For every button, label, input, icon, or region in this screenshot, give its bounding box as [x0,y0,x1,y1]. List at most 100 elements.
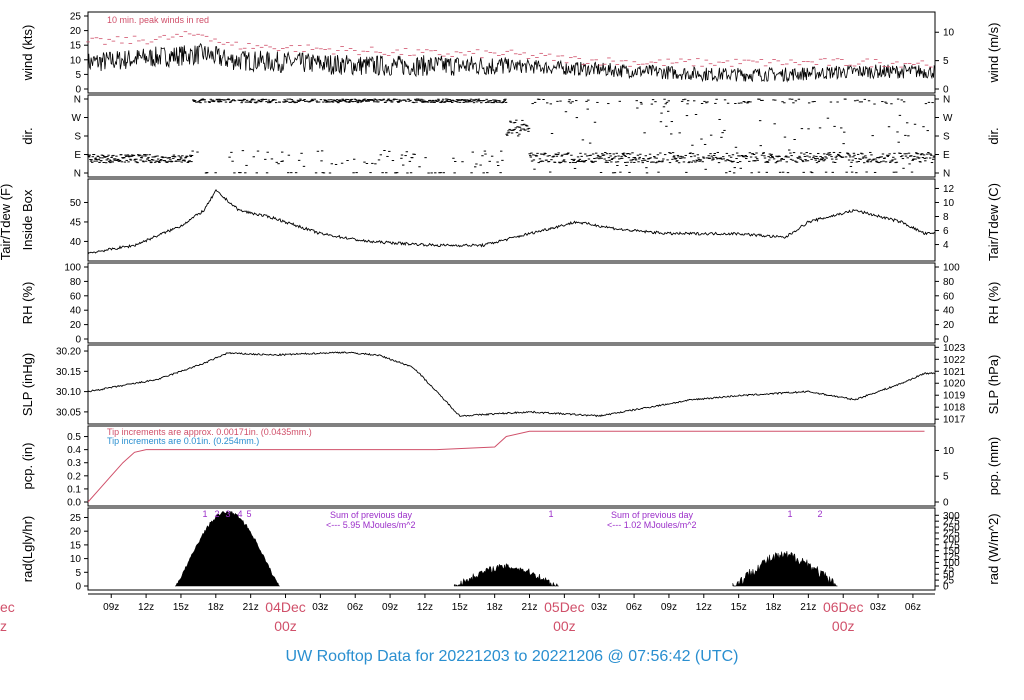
rh-left-tick-label: 40 [70,306,82,317]
rad-sum-value: <--- 1.02 MJoules/m^2 [607,520,697,530]
slp-right-tick-label: 1020 [943,379,966,390]
pcp-right-tick-label: 5 [943,472,949,483]
rh-right-tick-label: 40 [943,306,955,317]
rad-right-tick-label: 225 [943,528,960,539]
x-tick-label: 09z [382,602,398,613]
x-tick-label: 18z [765,602,781,613]
rad-right-tick-label: 250 [943,523,960,534]
rad-ylabel-left: rad(Lgly/hr) [20,516,35,582]
wind-left-tick-label: 20 [70,26,82,37]
dir-left-tick-label: N [74,95,81,106]
rad-day-area [453,562,559,587]
slp-left-tick-label: 30.10 [56,387,81,398]
x-date-sublabel: 00z [832,618,855,634]
pcp-note-blue: Tip increments are 0.01in. (0.254mm.) [107,436,259,446]
temp-right-tick-label: 6 [943,226,949,237]
rad-left-tick-label: 25 [70,513,82,524]
dir-right-tick-label: N [943,95,950,106]
dir-right-tick-label: W [943,113,953,124]
slp-right-tick-label: 1019 [943,391,966,402]
temp-right-tick-label: 12 [943,184,955,195]
rad-right-tick-label: 150 [943,546,960,557]
x-date-sublabel: 00z [553,618,576,634]
x-tick-label: 09z [661,602,677,613]
rad-marker: 1 [202,509,207,519]
dir-left-tick-label: S [74,132,81,143]
temp-left-tick-label: 45 [70,217,82,228]
x-tick-label: 12z [696,602,712,613]
wind-panel-frame [87,11,936,94]
pcp-series-line [87,430,925,503]
pcp-left-tick-label: 0.3 [67,458,81,469]
temp-left-tick-label: 50 [70,198,82,209]
rad-right-tick-label: 300 [943,511,960,522]
pcp-left-tick-label: 0.2 [67,471,81,482]
x-tick-label: 15z [173,602,189,613]
rad-ylabel-right: rad (W/m^2) [986,513,1001,584]
x-tick-label: 15z [452,602,468,613]
slp-right-tick-label: 1018 [943,403,966,414]
temp-left-tick-label: 40 [70,237,82,248]
rh-panel-frame [87,262,936,344]
wind-left-tick-label: 15 [70,41,82,52]
x-date-label: 06Dec [823,599,863,615]
dir-ylabel-right: dir. [986,127,1001,144]
x-tick-label: 03z [591,602,607,613]
x-tick-label: 12z [417,602,433,613]
rad-right-tick-label: 25 [943,576,955,587]
wind-left-tick-label: 5 [75,70,81,81]
rad-right-tick-label: 125 [943,552,960,563]
wind-left-tick-label: 25 [70,12,82,23]
rad-right-tick-label: 50 [943,570,955,581]
x-date-label: 04Dec [265,599,305,615]
pcp-note-red: Tip increments are approx. 0.00171in. (0… [107,427,312,437]
rad-marker: 1 [787,509,792,519]
rad-right-tick-label: 0 [943,582,949,593]
pcp-left-tick-label: 0.5 [67,432,81,443]
dir-right-tick-label: E [943,150,950,161]
rad-sum-label: Sum of previous day [330,510,413,520]
rad-panel-frame [87,507,936,591]
x-date-sublabel-partial: z [0,618,7,634]
rad-sum-value: <--- 5.95 MJoules/m^2 [326,520,416,530]
rad-marker: 1 [548,509,553,519]
rh-right-tick-label: 0 [943,335,949,346]
rh-left-tick-label: 20 [70,320,82,331]
rad-right-tick-label: 100 [943,558,960,569]
slp-left-tick-label: 30.20 [56,347,81,358]
rad-right-tick-label: 75 [943,564,955,575]
x-tick-label: 18z [487,602,503,613]
wind-peak-note: 10 min. peak winds in red [107,15,209,25]
rad-left-tick-label: 0 [75,582,81,593]
temp-ylabel-left-2: Inside Box [20,189,35,250]
rad-marker: 3 [225,509,230,519]
rh-right-tick-label: 100 [943,263,960,274]
dir-left-tick-label: W [72,113,82,124]
temp-ylabel-left-1: Tair/Tdew (F) [0,184,13,261]
pcp-left-tick-label: 0.1 [67,484,81,495]
x-tick-label: 03z [312,602,328,613]
wind-series-line [87,43,936,83]
wind-right-tick-label: 10 [943,28,955,39]
x-tick-label: 12z [138,602,154,613]
rad-marker: 5 [246,509,251,519]
x-tick-label: 18z [208,602,224,613]
rad-marker: 4 [237,509,242,519]
rh-left-tick-label: 80 [70,277,82,288]
wind-left-tick-label: 10 [70,55,82,66]
x-date-label-partial: ec [0,599,15,615]
slp-right-tick-label: 1022 [943,355,966,366]
slp-right-tick-label: 1017 [943,415,966,426]
slp-series-line [87,351,936,418]
slp-panel-frame [87,344,936,425]
pcp-right-tick-label: 10 [943,446,955,457]
x-date-sublabel: 00z [274,618,297,634]
rad-right-tick-label: 175 [943,540,960,551]
wind-left-tick-label: 0 [75,85,81,96]
x-date-label: 05Dec [544,599,584,615]
temp-ylabel-right: Tair/Tdew (C) [986,183,1001,261]
temp-panel-frame [87,178,936,262]
rad-day-area [732,551,838,587]
